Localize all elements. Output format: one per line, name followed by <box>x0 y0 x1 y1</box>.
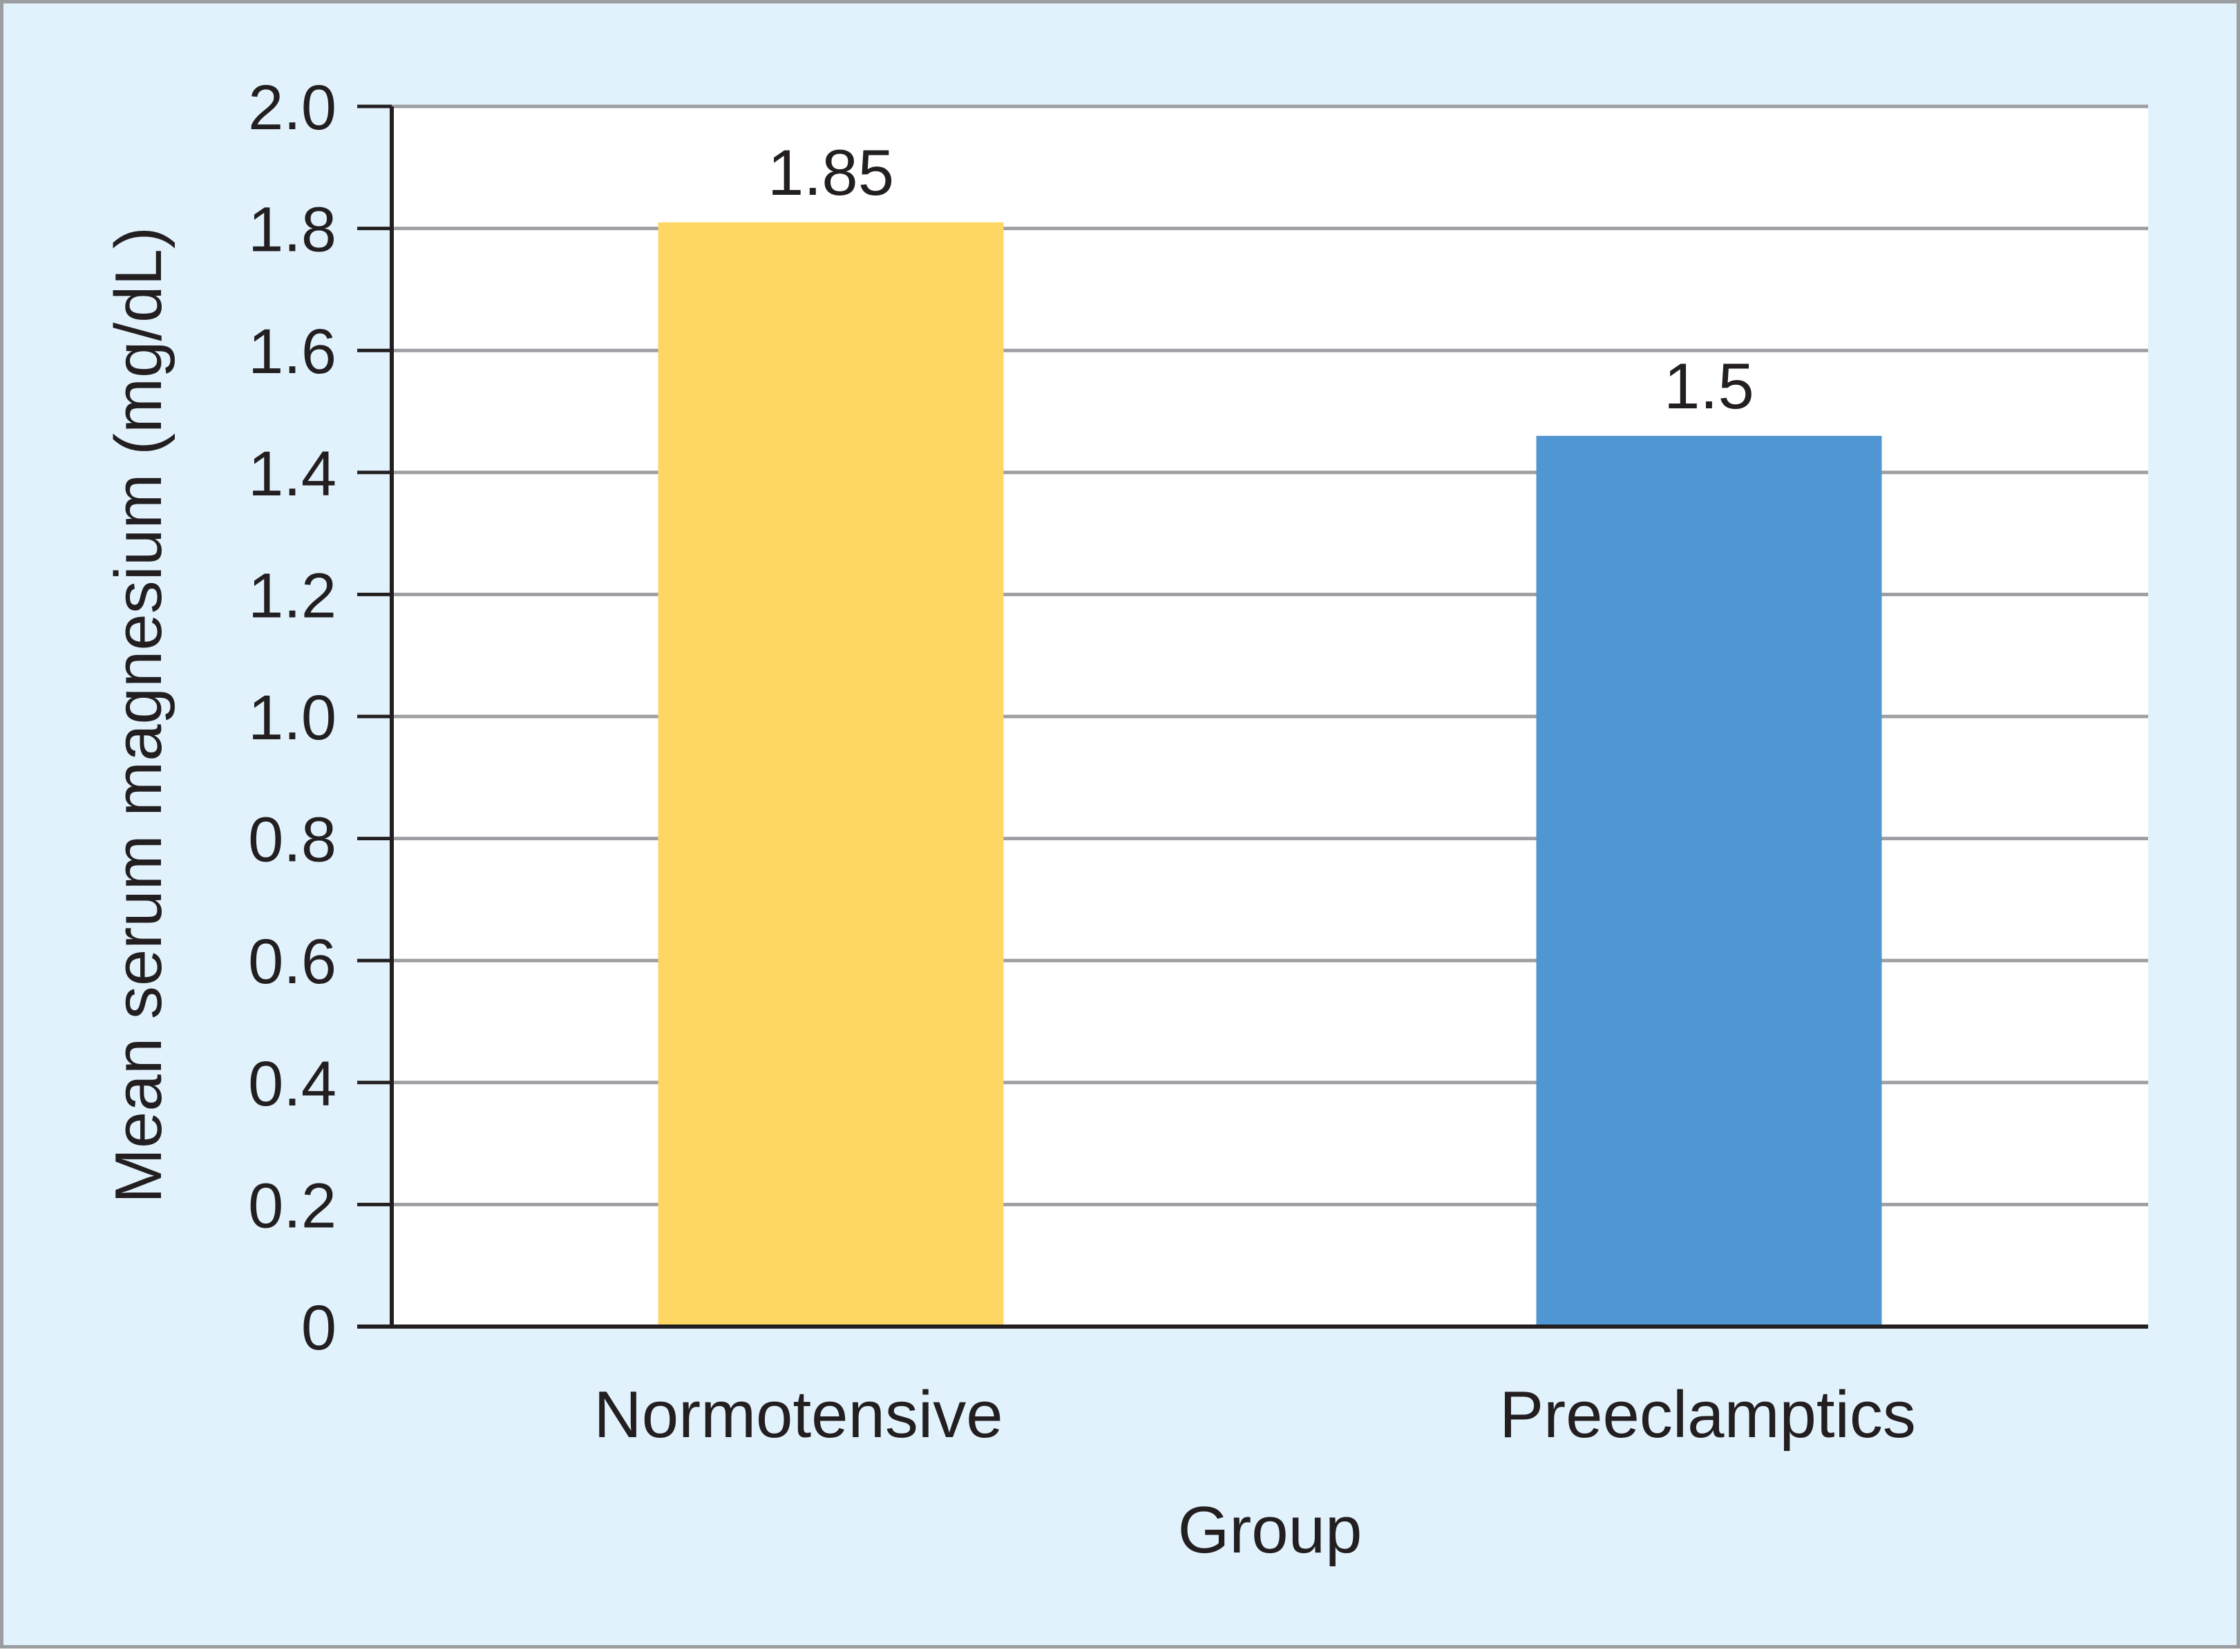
y-tick-label: 1.2 <box>248 560 336 631</box>
y-axis-title: Mean serum magnesium (mg/dL) <box>102 227 175 1204</box>
y-tick-label: 0.6 <box>248 927 336 997</box>
x-axis-title: Group <box>1178 1493 1363 1567</box>
y-tick-label: 1.4 <box>248 439 336 509</box>
data-label-preeclamptics: 1.5 <box>1664 350 1754 422</box>
y-tick-label: 0.2 <box>248 1170 336 1241</box>
bar-normotensive <box>658 222 1004 1327</box>
bar-chart: 1.85 Normotensive 1.5 Preeclamptics 0 0.2 0.4 0… <box>102 73 2148 1567</box>
y-tick-label: 0 <box>301 1293 336 1363</box>
category-label-normotensive: Normotensive <box>594 1378 1003 1452</box>
y-tick-label: 1.6 <box>248 316 336 387</box>
data-label-normotensive: 1.85 <box>768 136 894 209</box>
y-tick-label: 0.8 <box>248 805 336 875</box>
bars <box>658 222 1882 1327</box>
labels: 1.85 Normotensive 1.5 Preeclamptics 0 0.2 0.4 0… <box>102 73 1916 1567</box>
y-tick-label: 2.0 <box>248 73 336 143</box>
y-tick-label: 1.8 <box>248 195 336 265</box>
y-tick-label: 1.0 <box>248 683 336 753</box>
axes <box>357 104 2148 1329</box>
category-label-preeclamptics: Preeclamptics <box>1499 1378 1916 1452</box>
y-tick-label: 0.4 <box>248 1049 336 1119</box>
bar-preeclamptics <box>1536 435 1882 1327</box>
